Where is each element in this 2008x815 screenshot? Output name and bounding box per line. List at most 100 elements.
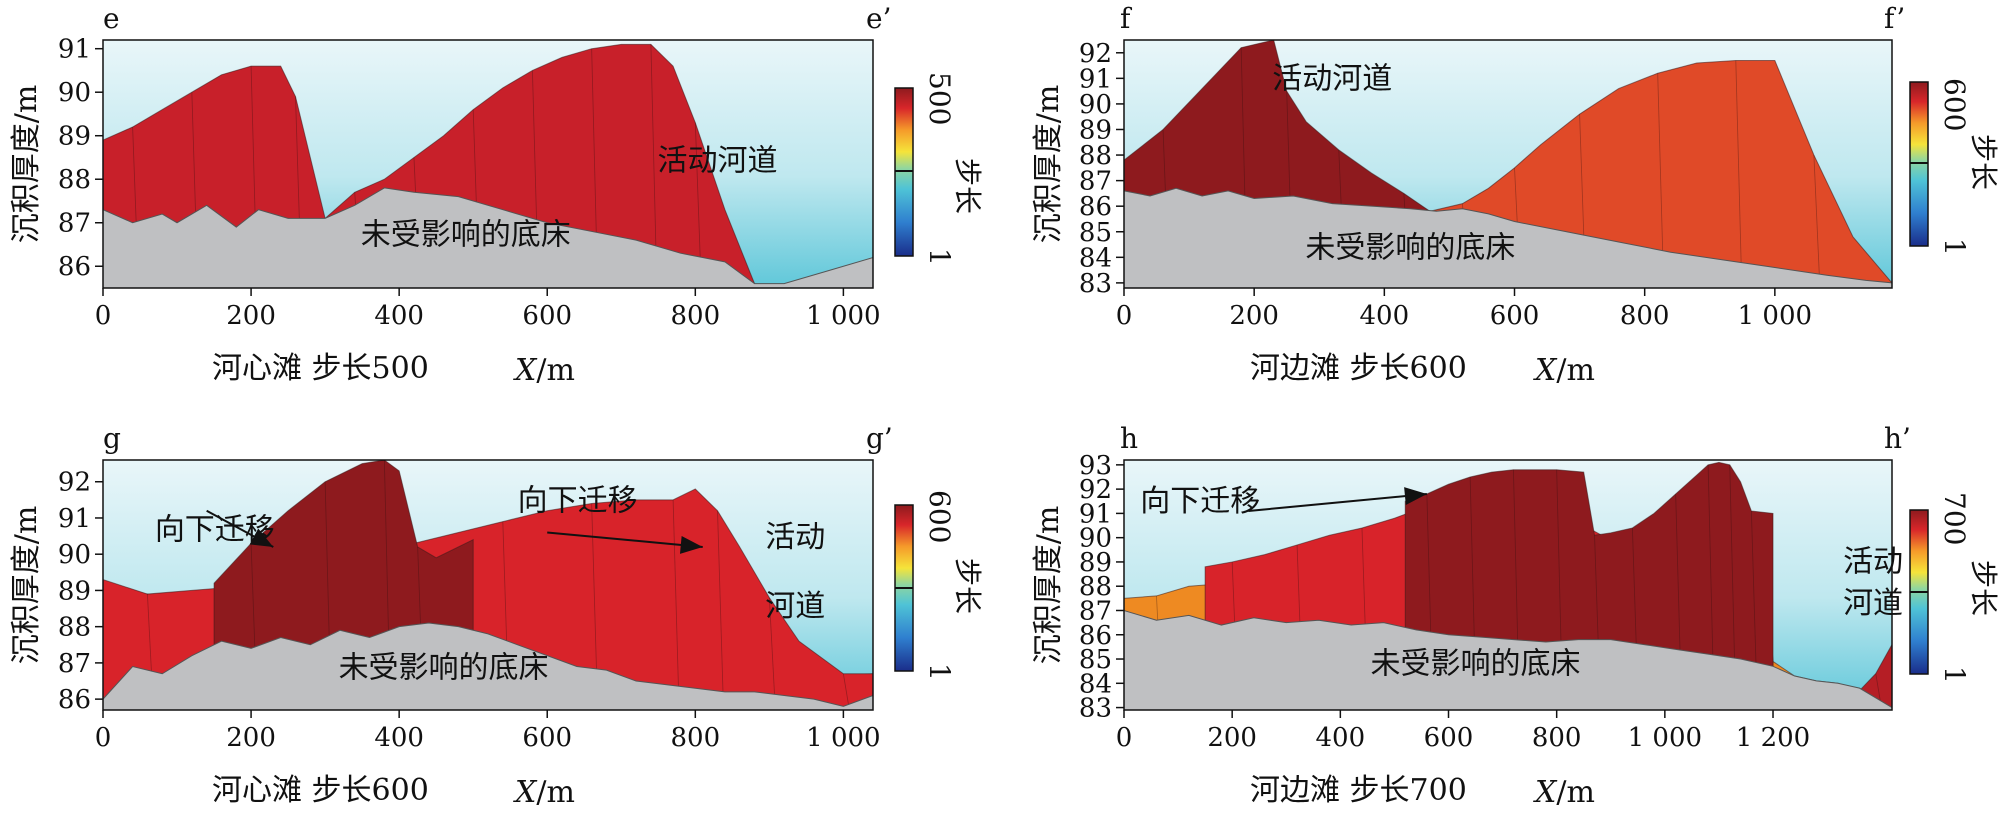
x-tick-label: 1 000 [806,301,880,331]
x-axis-label-var: X [513,353,538,388]
x-tick-group: 0 200 400 600 800 1 000 [95,710,881,753]
colorbar: 700 1 步长 [1909,492,2000,684]
y-tick-label: 90 [1079,524,1112,554]
corner-label-right: h’ [1884,422,1911,455]
y-tick-label: 83 [1079,269,1112,299]
y-tick-label: 88 [58,613,91,643]
y-tick-label: 86 [1079,192,1112,222]
unaffected-bed [1123,187,1893,289]
x-tick-label: 400 [1360,301,1410,331]
y-tick-label: 90 [58,540,91,570]
x-axis-label-unit: /m [1556,353,1595,388]
y-tick-label: 88 [1079,572,1112,602]
y-tick-label: 85 [1079,218,1112,248]
panel-caption: 河边滩 步长600 [1250,351,1467,386]
annotation-arrow [1248,492,1427,512]
layer-step-line [672,499,680,711]
y-tick-label: 87 [1079,167,1112,197]
panel-caption: 河心滩 步长600 [212,773,429,808]
y-tick-label: 87 [1079,596,1112,626]
annotation-label: 河道 [765,589,825,624]
colorbar: 600 1 步长 [894,490,984,681]
x-tick-label: 200 [1207,723,1257,753]
plot-frame [1123,459,1893,711]
y-tick-label: 84 [1079,243,1112,273]
x-axis-label-var: X [1533,353,1558,388]
annotation-label: 未受影响的底床 [1305,230,1515,265]
unaffected-bed [1123,609,1893,711]
colorbar-title: 步长 [951,558,984,614]
y-tick-label: 84 [1079,669,1112,699]
layer-group [102,43,874,289]
panel-caption: 河边滩 步长700 [1250,773,1467,808]
annotation-label: 活动河道 [658,144,778,179]
colorbar-max-label: 700 [1938,492,1971,545]
colorbar-max-label: 500 [923,72,956,125]
x-axis-label-var: X [513,775,538,810]
colorbar-max-label: 600 [923,490,956,543]
y-tick-label: 88 [58,165,91,195]
x-tick-label: 400 [374,723,424,753]
colorbar-max-label: 600 [1938,78,1971,131]
y-tick-label: 91 [1079,64,1112,94]
x-tick-label: 400 [374,301,424,331]
corner-label-left: h [1120,422,1138,455]
x-tick-label: 800 [670,723,720,753]
layer-group [1123,461,1893,711]
x-axis-label-unit: /m [536,775,575,810]
colorbar-title: 步长 [951,158,984,214]
y-tick-label: 90 [58,78,91,108]
layer-step-line [842,673,850,711]
y-tick-label: 88 [1079,141,1112,171]
colorbar-min-label: 1 [1938,666,1971,684]
x-tick-group: 0 200 400 600 800 1 000 [1116,288,1812,331]
annotation-label: 未受影响的底床 [1371,647,1581,682]
x-tick-label: 1 000 [806,723,880,753]
x-tick-label: 1 000 [1738,301,1812,331]
x-tick-label: 800 [670,301,720,331]
x-tick-label: 0 [1116,301,1133,331]
x-axis-label: X/m [513,775,575,810]
y-tick-label: 87 [58,209,91,239]
x-tick-label: 600 [522,723,572,753]
x-axis-label: X/m [513,353,575,388]
y-tick-label: 93 [1079,451,1112,481]
y-tick-label: 91 [58,35,91,65]
layer-step-line [768,597,776,711]
x-tick-group: 0 200 400 600 800 1 000 [95,288,881,331]
colorbar-min-label: 1 [1938,238,1971,256]
y-axis-label: 沉积厚度/m [1031,506,1066,665]
x-tick-label: 200 [1229,301,1279,331]
colorbar: 600 1 步长 [1909,78,2000,256]
x-tick-label: 1 200 [1736,723,1810,753]
y-tick-label: 86 [1079,621,1112,651]
y-tick-label: 89 [1079,115,1112,145]
x-tick-label: 600 [1490,301,1540,331]
annotation-label: 向下迁移 [1140,484,1260,519]
annotation-arrowhead [1404,487,1427,506]
x-tick-label: 200 [226,301,276,331]
annotation-arrowhead [679,535,703,554]
corner-label-right: f’ [1884,2,1905,35]
x-axis-label: X/m [1533,775,1595,810]
x-tick-label: 0 [95,723,112,753]
corner-label-left: f [1120,2,1133,35]
x-tick-label: 600 [522,301,572,331]
y-tick-label: 89 [1079,548,1112,578]
y-tick-label: 92 [1079,39,1112,69]
colorbar-min-label: 1 [923,663,956,681]
y-tick-group: 86 87 88 89 90 91 [58,35,103,282]
layer-step-line [717,510,724,711]
colorbar-min-label: 1 [923,248,956,266]
panel-caption: 河心滩 步长500 [212,351,429,386]
annotation-label: 活动 [765,520,825,555]
y-axis-label: 沉积厚度/m [1031,85,1066,244]
colorbar-title: 步长 [1967,560,2000,616]
annotation-label: 活动 [1843,545,1903,580]
y-tick-label: 92 [1079,475,1112,505]
